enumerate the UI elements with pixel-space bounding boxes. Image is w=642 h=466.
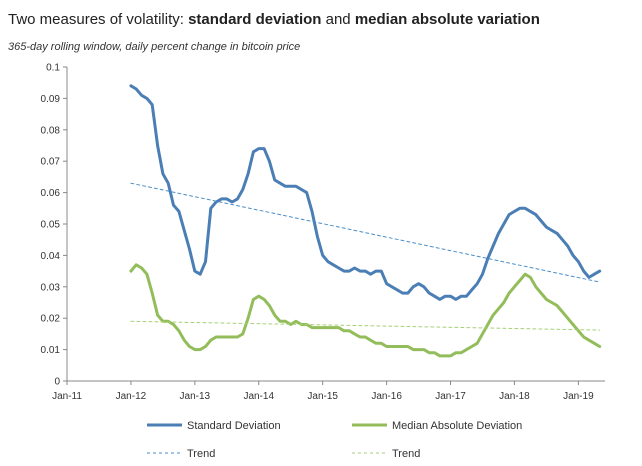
x-tick-label: Jan-13 — [180, 391, 211, 402]
y-tick-label: 0.02 — [41, 314, 61, 325]
x-tick-label: Jan-12 — [116, 391, 147, 402]
x-tick-label: Jan-15 — [307, 391, 338, 402]
y-tick-label: 0.1 — [46, 63, 60, 74]
legend-label-mad-line: Median Absolute Deviation — [392, 420, 522, 432]
y-tick-label: 0.01 — [41, 345, 61, 356]
x-tick-label: Jan-11 — [52, 391, 82, 402]
x-tick-label: Jan-16 — [371, 391, 402, 402]
mad-trend-line — [130, 320, 601, 331]
x-tick-label: Jan-19 — [563, 391, 594, 402]
y-tick-label: 0.09 — [41, 94, 61, 105]
x-tick-label: Jan-18 — [499, 391, 530, 402]
y-tick-label: 0.05 — [41, 220, 61, 231]
title-bold-std: standard deviation — [188, 11, 322, 28]
y-tick-label: 0.04 — [41, 251, 61, 262]
std-dev-line — [129, 84, 602, 301]
legend-label-mad-trend-line: Trend — [392, 448, 420, 460]
title-bold-mad: median absolute variation — [354, 11, 540, 28]
std-dev-trend-line — [130, 182, 601, 283]
y-tick-label: 0.03 — [41, 282, 61, 293]
mad-line — [129, 263, 602, 358]
title-text-and: and — [321, 11, 355, 28]
legend-label-std-dev-line: Standard Deviation — [187, 420, 281, 432]
x-tick-label: Jan-17 — [435, 391, 466, 402]
y-tick-label: 0.08 — [41, 125, 61, 136]
chart-title: Two measures of volatility: standard dev… — [8, 11, 540, 28]
x-tick-label: Jan-14 — [243, 391, 274, 402]
title-text: Two measures of volatility: — [8, 11, 189, 28]
y-tick-label: 0.06 — [41, 188, 61, 199]
chart-subtitle: 365-day rolling window, daily percent ch… — [8, 41, 301, 53]
y-tick-label: 0.07 — [41, 157, 61, 168]
legend-label-std-dev-trend-line: Trend — [187, 448, 215, 460]
y-tick-label: 0 — [54, 377, 60, 388]
